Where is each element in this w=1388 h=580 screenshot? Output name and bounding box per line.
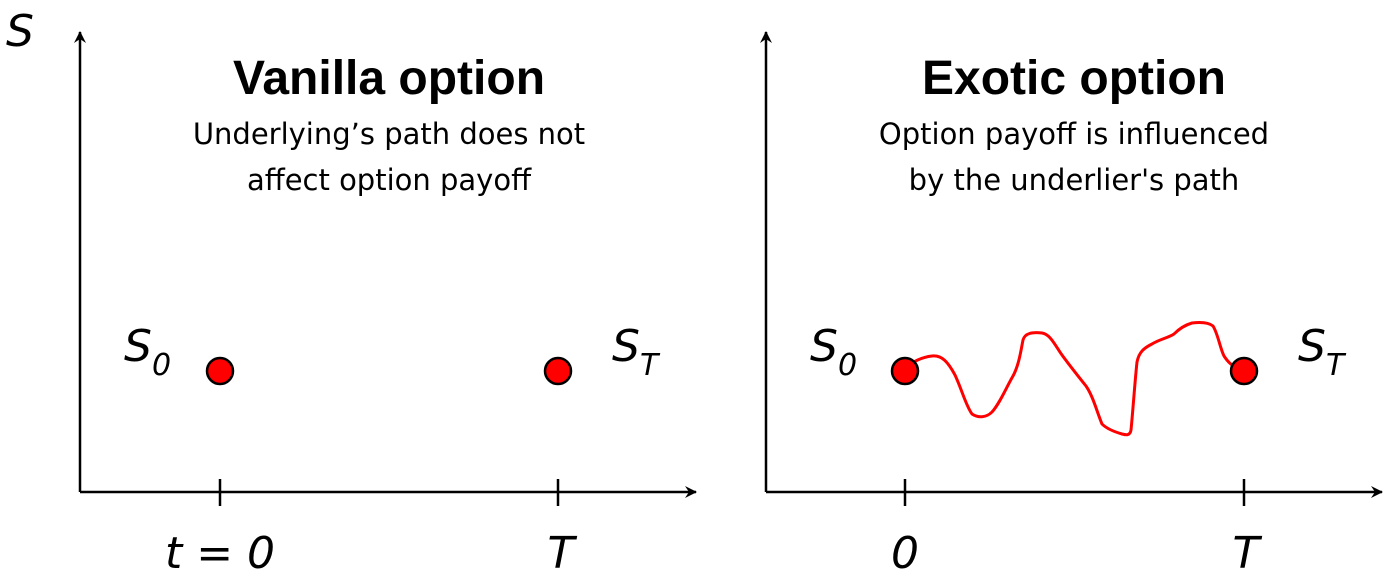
y-axis-label: S: [6, 6, 34, 57]
left-end-point: [543, 356, 573, 386]
underlier-price-path: [903, 320, 1246, 437]
right-end-symbol: S: [1298, 321, 1326, 372]
right-panel: Exotic option Option payoff is influence…: [760, 31, 1383, 579]
right-start-symbol: S: [810, 321, 838, 372]
left-start-label: S0: [124, 321, 171, 383]
left-start-subscript: 0: [152, 348, 171, 383]
left-start-point: [205, 356, 235, 386]
left-start-symbol: S: [124, 321, 152, 372]
right-x-tick-label-start: 0: [891, 528, 919, 579]
left-end-symbol: S: [612, 321, 640, 372]
right-end-subscript: T: [1326, 348, 1347, 383]
right-title: Exotic option: [922, 52, 1226, 105]
right-start-label: S0: [810, 321, 857, 383]
right-x-tick-label-end: T: [1233, 528, 1263, 579]
left-subtitle-line2: affect option payoff: [247, 163, 532, 197]
right-subtitle-line2: by the underlier's path: [909, 163, 1240, 197]
left-x-tick-label-end: T: [548, 528, 578, 579]
left-subtitle-line1: Underlying’s path does not: [193, 117, 585, 151]
left-end-subscript: T: [640, 348, 661, 383]
left-title: Vanilla option: [233, 52, 545, 105]
left-panel: Vanilla option Underlying’s path does no…: [74, 31, 697, 579]
left-end-label: ST: [612, 321, 661, 383]
right-start-subscript: 0: [838, 348, 857, 383]
right-start-point: [890, 356, 920, 386]
right-end-point: [1229, 356, 1259, 386]
right-end-label: ST: [1298, 321, 1347, 383]
right-subtitle-line1: Option payoff is influenced: [879, 117, 1269, 151]
left-x-tick-label-start: t = 0: [165, 528, 275, 579]
